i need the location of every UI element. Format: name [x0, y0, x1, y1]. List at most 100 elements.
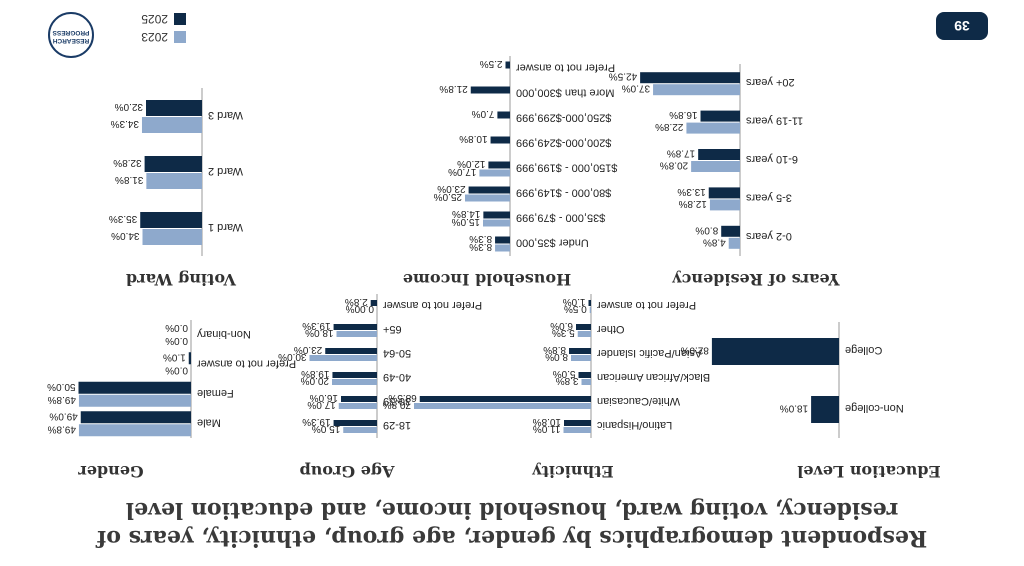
category-label: Asian/Pacific Islander: [597, 347, 702, 359]
data-label: 17.8%: [667, 148, 695, 159]
bar: [728, 237, 740, 249]
bar: [811, 396, 839, 423]
category-label: Ward 1: [208, 221, 243, 233]
bar: [332, 372, 377, 378]
category-label: 20+ years: [746, 76, 795, 88]
category-label: 3-5 years: [746, 191, 792, 203]
data-label: 12.8%: [678, 198, 706, 209]
bar: [333, 324, 377, 330]
bar: [140, 212, 202, 228]
bar: [700, 110, 740, 122]
category-label: 6-10 years: [746, 153, 798, 165]
bar: [721, 225, 740, 237]
bar: [414, 403, 591, 409]
data-label: 15.0%: [452, 216, 480, 227]
data-label: 19.3%: [302, 320, 330, 331]
data-label: 8.3%: [469, 241, 492, 252]
data-label: 42.5%: [609, 71, 637, 82]
category-label: $35,000 - $79,999: [516, 212, 605, 224]
data-label: 70.8%: [383, 399, 411, 410]
data-label: 0.0%: [165, 322, 188, 333]
bar: [78, 381, 191, 394]
bar: [495, 244, 510, 252]
data-label: 20.8%: [660, 160, 688, 171]
category-label: $150,000 - $199,999: [516, 162, 618, 174]
category-label: $250,000-$299,999: [516, 112, 611, 124]
category-label: $200,000-$249,999: [516, 137, 611, 149]
category-label: Male: [197, 416, 221, 428]
bar: [576, 324, 591, 330]
data-label: 0.0%: [165, 364, 188, 375]
bar: [146, 173, 202, 189]
bar: [581, 379, 591, 385]
data-label: 19.8%: [301, 368, 329, 379]
bar: [711, 338, 839, 365]
bar: [495, 236, 510, 244]
bar: [691, 161, 740, 172]
data-label: 18.0%: [780, 403, 808, 414]
bar: [141, 117, 202, 133]
data-label: 3.8%: [556, 375, 579, 386]
data-label: 12.0%: [457, 158, 485, 169]
category-label: Prefer not to answer: [197, 357, 296, 369]
category-label: 0-2 years: [746, 230, 792, 242]
bar: [578, 372, 591, 378]
bar: [571, 355, 591, 361]
bar: [336, 331, 377, 337]
data-label: 19.3%: [302, 416, 330, 427]
category-label: $80,000 - $149,999: [516, 187, 611, 199]
data-label: 23.0%: [294, 344, 322, 355]
data-label: 37.0%: [622, 83, 650, 94]
category-label: Non-college: [845, 402, 904, 414]
data-label: 49.0%: [49, 410, 77, 421]
data-label: 8.0%: [695, 224, 718, 235]
data-label: 68.5%: [388, 392, 416, 403]
category-label: Other: [597, 323, 625, 335]
category-label: Ward 3: [208, 109, 243, 121]
data-label: 25.0%: [434, 191, 462, 202]
data-label: 15.0%: [312, 423, 340, 434]
chart-title: Voting Ward: [126, 270, 237, 289]
bar: [78, 424, 191, 437]
data-label: 10.8%: [459, 133, 487, 144]
bar: [332, 379, 377, 385]
category-label: Female: [197, 387, 234, 399]
category-label: White/Caucasian: [597, 395, 680, 407]
data-label: 16.0%: [310, 392, 338, 403]
bar: [708, 187, 740, 199]
bar: [419, 396, 591, 402]
bar: [588, 300, 591, 306]
data-label: 5.0%: [553, 368, 576, 379]
bar: [640, 72, 740, 84]
data-label: 21.8%: [439, 83, 467, 94]
data-label: 8.8%: [543, 344, 566, 355]
data-label: 18.0%: [305, 327, 333, 338]
data-label: 2.8%: [345, 296, 368, 307]
bar: [188, 352, 191, 365]
bar: [146, 100, 202, 116]
data-label: 1.0%: [563, 296, 586, 307]
bar: [468, 186, 510, 194]
category-label: Black/African American: [597, 371, 710, 383]
bar: [465, 194, 510, 202]
data-label: 13.3%: [677, 186, 705, 197]
data-label: 1.0%: [163, 351, 186, 362]
bar: [709, 199, 740, 211]
bar: [370, 300, 377, 306]
data-label: 32.0%: [115, 101, 143, 112]
data-label: 32.8%: [113, 157, 141, 168]
bar: [338, 403, 377, 409]
bar: [563, 427, 591, 433]
bar: [470, 86, 510, 94]
data-label: 11.0%: [533, 423, 561, 434]
bar: [577, 331, 591, 337]
bar: [497, 111, 510, 119]
bar: [483, 219, 510, 227]
bar: [653, 84, 740, 96]
data-label: 50.0%: [47, 381, 75, 392]
category-label: 65+: [383, 323, 402, 335]
bar: [325, 348, 377, 354]
bar: [80, 411, 191, 424]
bar: [341, 396, 377, 402]
